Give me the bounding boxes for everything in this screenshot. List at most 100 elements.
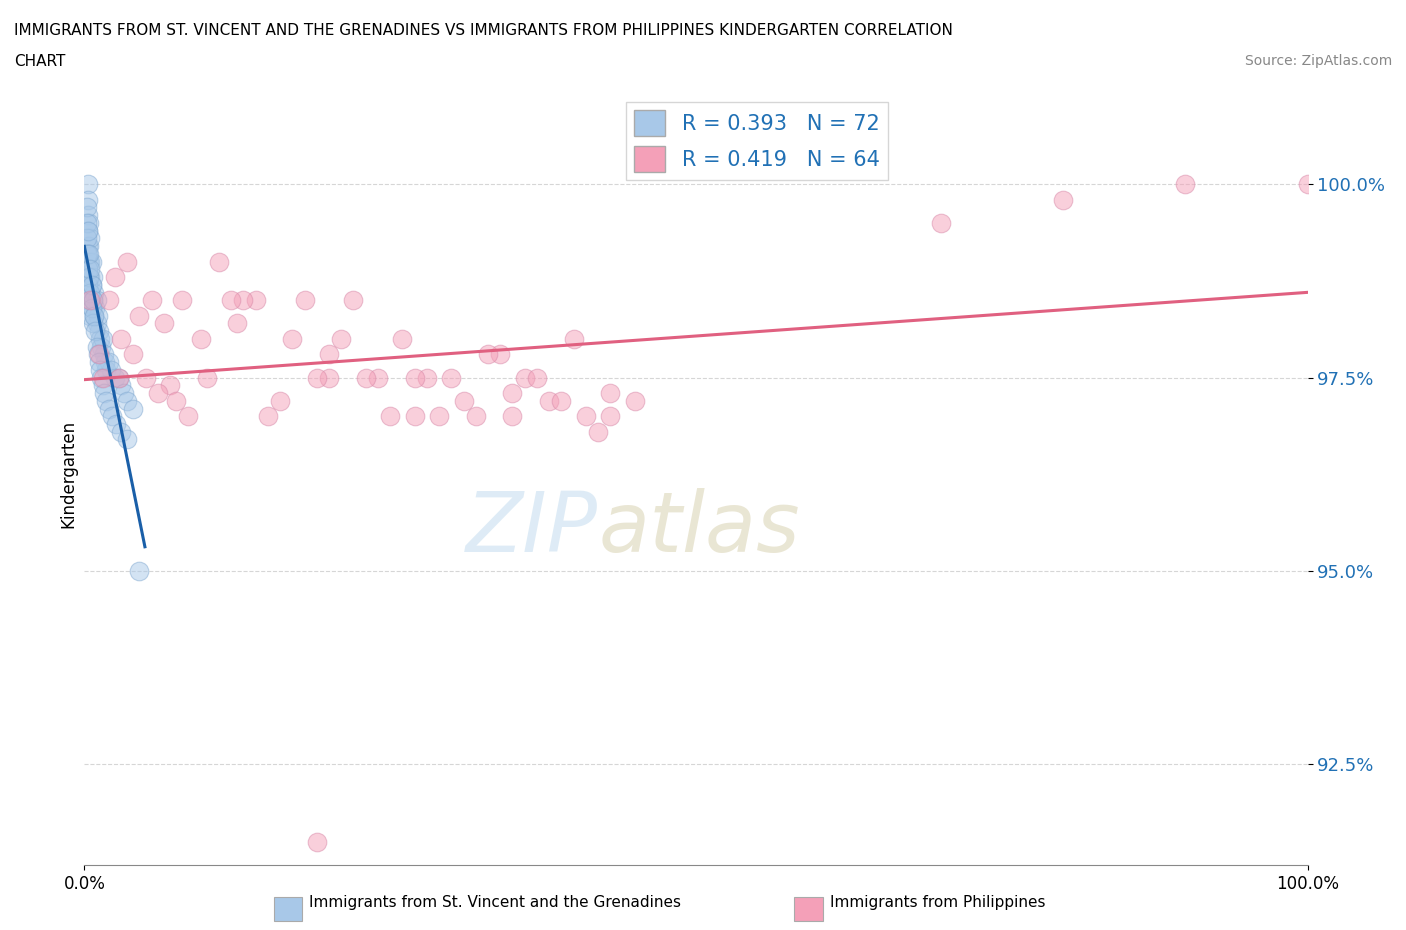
Point: [586, 424, 609, 439]
Point: [440, 370, 463, 385]
Point: [79, 293, 101, 308]
Point: [929, 216, 952, 231]
Point: [110, 424, 132, 439]
Point: [87, 347, 110, 362]
Point: [84, 300, 107, 315]
Point: [80, 300, 103, 315]
Point: [93, 386, 115, 401]
Point: [107, 370, 129, 385]
Point: [89, 363, 111, 378]
Point: [97, 354, 120, 369]
Point: [76, 216, 98, 231]
Point: [110, 331, 132, 346]
Point: [77, 216, 100, 231]
Point: [575, 409, 598, 424]
Point: [1296, 177, 1319, 192]
Point: [464, 409, 486, 424]
Point: [77, 293, 100, 308]
Point: [232, 293, 254, 308]
Point: [77, 207, 100, 222]
Point: [104, 270, 127, 285]
Point: [77, 270, 100, 285]
Point: [305, 834, 328, 849]
Point: [87, 324, 110, 339]
Point: [91, 331, 114, 346]
Point: [82, 270, 104, 285]
Point: [107, 370, 129, 385]
Point: [101, 409, 124, 424]
Point: [87, 354, 110, 369]
Point: [100, 363, 122, 378]
Point: [115, 432, 138, 447]
Point: [87, 309, 110, 324]
Point: [91, 370, 114, 385]
Point: [122, 401, 145, 416]
Point: [96, 393, 118, 408]
Point: [146, 386, 169, 401]
Text: Immigrants from St. Vincent and the Grenadines: Immigrants from St. Vincent and the Gren…: [309, 895, 682, 910]
Point: [427, 409, 450, 424]
Text: CHART: CHART: [14, 54, 66, 69]
Point: [80, 277, 103, 292]
Point: [77, 254, 100, 269]
Point: [82, 293, 104, 308]
Point: [94, 354, 117, 369]
Point: [550, 393, 572, 408]
Point: [79, 286, 101, 300]
Y-axis label: Kindergarten: Kindergarten: [59, 420, 77, 528]
Point: [90, 370, 112, 385]
Point: [104, 370, 127, 385]
Point: [83, 286, 105, 300]
Point: [79, 231, 101, 246]
Text: IMMIGRANTS FROM ST. VINCENT AND THE GRENADINES VS IMMIGRANTS FROM PHILIPPINES KI: IMMIGRANTS FROM ST. VINCENT AND THE GREN…: [14, 23, 953, 38]
Point: [502, 386, 524, 401]
Point: [219, 293, 242, 308]
Point: [562, 331, 585, 346]
Point: [477, 347, 499, 362]
Point: [526, 370, 548, 385]
Point: [115, 393, 138, 408]
Point: [538, 393, 561, 408]
Point: [97, 401, 120, 416]
Point: [77, 277, 100, 292]
Point: [135, 370, 157, 385]
Point: [330, 331, 353, 346]
Point: [115, 254, 138, 269]
Point: [245, 293, 267, 308]
Point: [391, 331, 413, 346]
Point: [83, 309, 105, 324]
Point: [281, 331, 304, 346]
Point: [404, 409, 426, 424]
Point: [318, 370, 340, 385]
Point: [122, 347, 145, 362]
Point: [86, 293, 108, 308]
Point: [79, 309, 101, 324]
Point: [141, 293, 163, 308]
Point: [77, 239, 100, 254]
Point: [165, 393, 187, 408]
Point: [93, 347, 115, 362]
Point: [77, 239, 100, 254]
Legend: R = 0.393   N = 72, R = 0.419   N = 64: R = 0.393 N = 72, R = 0.419 N = 64: [626, 102, 889, 179]
Point: [190, 331, 212, 346]
Point: [105, 417, 128, 432]
Point: [159, 378, 181, 392]
Point: [82, 293, 104, 308]
Point: [80, 300, 103, 315]
Point: [110, 378, 132, 392]
Point: [79, 254, 101, 269]
Point: [305, 370, 328, 385]
Point: [208, 254, 231, 269]
Point: [76, 200, 98, 215]
Point: [96, 363, 118, 378]
Point: [77, 177, 100, 192]
Point: [83, 309, 105, 324]
Text: atlas: atlas: [598, 488, 800, 569]
Point: [90, 339, 112, 354]
Point: [416, 370, 439, 385]
Point: [82, 316, 104, 331]
Point: [502, 409, 524, 424]
Point: [367, 370, 389, 385]
Point: [97, 293, 120, 308]
Point: [128, 564, 150, 578]
